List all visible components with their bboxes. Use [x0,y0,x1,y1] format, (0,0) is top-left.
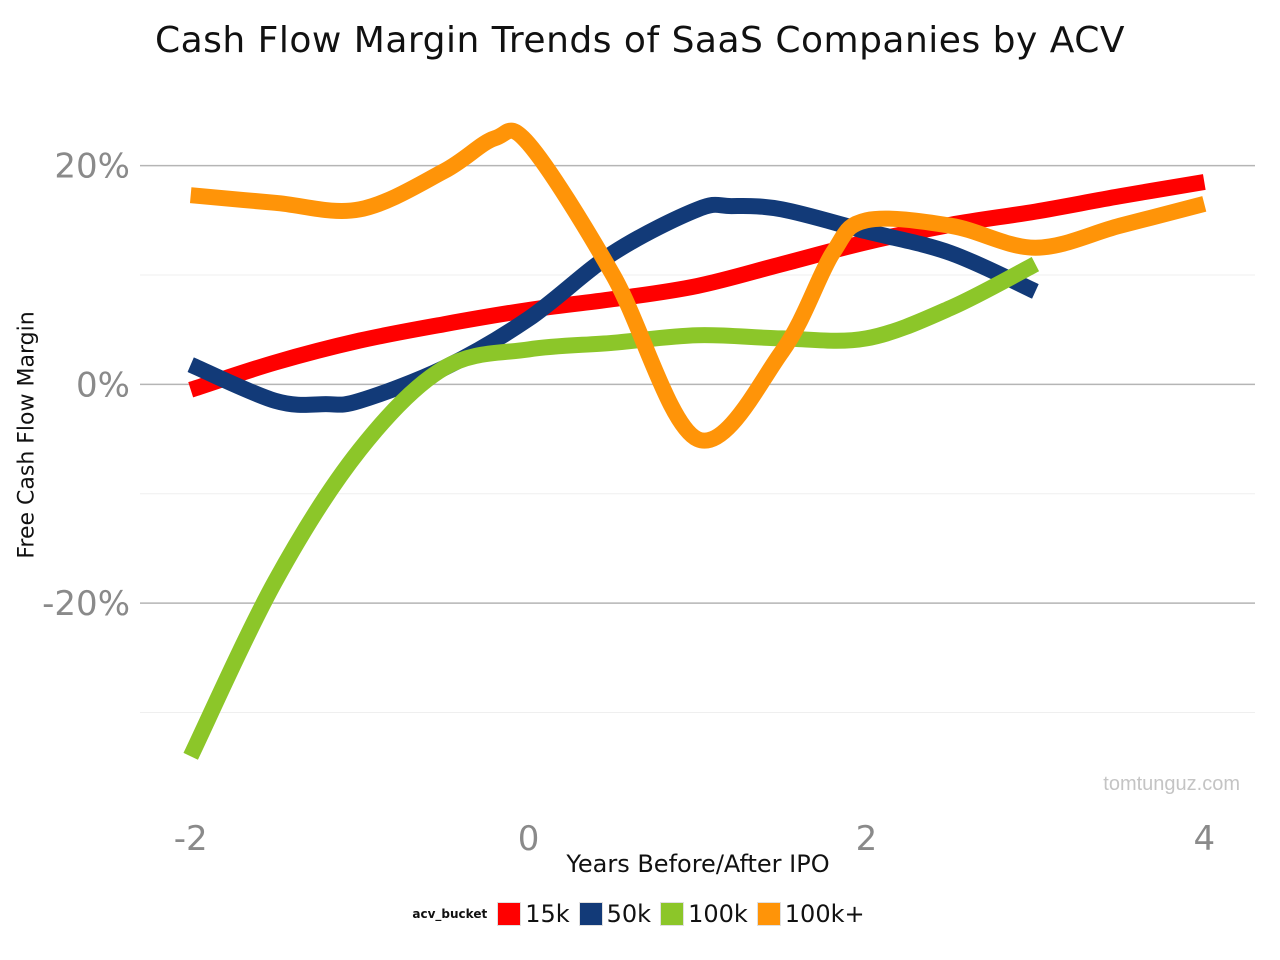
legend-item: 100k+ [756,900,865,928]
legend-label: 50k [606,900,652,928]
legend-label: 100k+ [784,900,865,928]
legend-item: 50k [578,900,652,928]
series-line-50k [187,196,1039,413]
legend-swatch [756,902,781,926]
tick-layer: 20% 0% -20% -2 0 2 4 [42,147,1215,859]
legend-item: 100k [660,900,748,928]
watermark: tomtunguz.com [1103,773,1240,795]
y-tick-label: 20% [54,147,130,187]
x-axis-label: Years Before/After IPO [566,850,830,878]
y-tick-label: -20% [42,584,130,624]
series-line-100k [183,256,1040,760]
x-tick-label: 2 [856,819,878,859]
legend: acv_bucket 15k 50k 100k 100k+ [0,900,1280,928]
legend-label: 100k [688,900,748,928]
y-axis-label: Free Cash Flow Margin [14,311,40,559]
chart-title: Cash Flow Margin Trends of SaaS Companie… [154,20,1126,61]
legend-swatch [578,902,603,926]
legend-item: 15k [497,900,570,928]
x-tick-label: 4 [1193,819,1215,859]
legend-label: 15k [525,900,570,928]
series-line-15k [188,174,1206,398]
x-tick-label: 0 [518,819,540,859]
series-line-100k-plus [190,122,1207,449]
legend-swatch [497,902,522,926]
legend-title: acv_bucket [412,907,488,921]
legend-swatch [660,902,685,926]
x-tick-label: -2 [174,819,208,859]
y-tick-label: 0% [76,365,130,405]
series-layer [183,122,1207,760]
